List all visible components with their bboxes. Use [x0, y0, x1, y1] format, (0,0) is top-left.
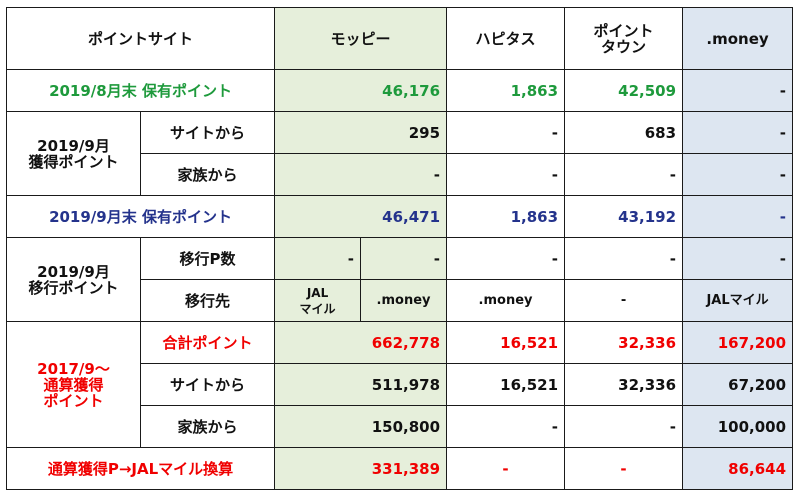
total-site-pointtown: 32,336 — [564, 363, 684, 406]
sep-held-label: 2019/9月末 保有ポイント — [5, 195, 276, 238]
row-jal-conversion: 通算獲得P→JALマイル換算 331,389 - - 86,644 — [5, 447, 794, 490]
sep-earned-site-money: - — [682, 111, 794, 154]
row-total-site: サイトから 511,978 16,521 32,336 67,200 — [7, 363, 794, 406]
total-group-line1: 2017/9～ — [37, 359, 110, 378]
transfer-count-label: 移行P数 — [139, 237, 276, 280]
transfer-dest-moppy-a-line2: マイル — [299, 301, 336, 316]
sep-held-moppy: 46,471 — [274, 195, 448, 238]
sep-earned-family-pointtown: - — [564, 153, 684, 196]
transfer-count-pointtown: - — [564, 237, 684, 280]
row-sep-holdings: 2019/9月末 保有ポイント 46,471 1,863 43,192 - — [5, 195, 794, 238]
total-site-money: 67,200 — [682, 363, 794, 406]
total-site-moppy: 511,978 — [274, 363, 448, 406]
transfer-dest-moppy-a-line1: JAL — [306, 285, 329, 300]
sep-earned-family-hapitas: - — [446, 153, 566, 196]
header-pointtown-line1: ポイント — [593, 21, 654, 40]
jal-moppy: 331,389 — [274, 447, 448, 490]
total-group: 2017/9～ 通算獲得 ポイント — [6, 321, 141, 448]
aug-label: 2019/8月末 保有ポイント — [5, 69, 276, 112]
transfer-count-moppy-b: - — [360, 237, 448, 280]
total-sum-hapitas: 16,521 — [446, 321, 566, 364]
total-sum-moppy: 662,778 — [274, 321, 448, 364]
sep-earned-group-line2: 獲得ポイント — [28, 152, 119, 171]
aug-hapitas: 1,863 — [446, 69, 566, 112]
row-total-sum: 2017/9～ 通算獲得 ポイント 合計ポイント 662,778 16,521 … — [6, 321, 794, 448]
sep-earned-site-moppy: 295 — [274, 111, 448, 154]
jal-hapitas: - — [446, 447, 566, 490]
sep-earned-group: 2019/9月 獲得ポイント — [6, 111, 141, 196]
total-family-money: 100,000 — [682, 405, 794, 448]
transfer-dest-pointtown: - — [564, 279, 684, 322]
sep-held-pointtown: 43,192 — [564, 195, 684, 238]
sep-earned-site-pointtown: 683 — [564, 111, 684, 154]
transfer-count-hapitas: - — [446, 237, 566, 280]
total-family-hapitas: - — [446, 405, 566, 448]
header-hapitas: ハピタス — [446, 7, 566, 70]
transfer-dest-moppy-b: .money — [360, 279, 448, 322]
header-pointtown-line2: タウン — [601, 37, 647, 56]
sep-earned-site-label: サイトから — [139, 111, 276, 154]
total-site-label: サイトから — [139, 363, 276, 406]
aug-pointtown: 42,509 — [564, 69, 684, 112]
row-sep-earned-site: 2019/9月 獲得ポイント サイトから 295 - 683 - — [6, 111, 794, 196]
sep-earned-family-money: - — [682, 153, 794, 196]
jal-label: 通算獲得P→JALマイル換算 — [5, 447, 276, 490]
row-aug-holdings: 2019/8月末 保有ポイント 46,176 1,863 42,509 - — [5, 69, 794, 112]
header-row: ポイントサイト モッピー ハピタス ポイント タウン .money — [5, 7, 794, 70]
total-family-moppy: 150,800 — [274, 405, 448, 448]
sep-earned-group-line1: 2019/9月 — [37, 136, 110, 155]
row-transfer-count: 2019/9月 移行ポイント 移行P数 - - - - - — [6, 237, 794, 322]
header-site: ポイントサイト — [5, 7, 276, 70]
row-total-family: 家族から 150,800 - - 100,000 — [7, 405, 794, 448]
total-family-label: 家族から — [139, 405, 276, 448]
sep-held-money: - — [682, 195, 794, 238]
total-group-line3: ポイント — [43, 391, 104, 410]
total-group-line2: 通算獲得 — [43, 375, 104, 394]
header-money: .money — [682, 7, 794, 70]
transfer-dest-hapitas: .money — [446, 279, 566, 322]
transfer-group-line1: 2019/9月 — [37, 262, 110, 281]
transfer-count-moppy-a: - — [274, 237, 362, 280]
transfer-group-line2: 移行ポイント — [28, 278, 119, 297]
transfer-dest-label: 移行先 — [139, 279, 276, 322]
sep-held-hapitas: 1,863 — [446, 195, 566, 238]
transfer-count-money: - — [682, 237, 794, 280]
aug-money: - — [682, 69, 794, 112]
sep-earned-site-hapitas: - — [446, 111, 566, 154]
total-sum-pointtown: 32,336 — [564, 321, 684, 364]
transfer-dest-money: JALマイル — [682, 279, 794, 322]
header-pointtown: ポイント タウン — [564, 7, 684, 70]
sep-earned-family-label: 家族から — [139, 153, 276, 196]
points-table: ポイントサイト モッピー ハピタス ポイント タウン .money 2019/8… — [5, 7, 794, 490]
header-moppy: モッピー — [274, 7, 448, 70]
row-sep-earned-family: 家族から - - - - — [7, 153, 794, 196]
points-table-container: ポイントサイト モッピー ハピタス ポイント タウン .money 2019/8… — [5, 7, 798, 492]
jal-money: 86,644 — [682, 447, 794, 490]
total-sum-label: 合計ポイント — [139, 321, 276, 364]
total-site-hapitas: 16,521 — [446, 363, 566, 406]
row-transfer-dest: 移行先 JAL マイル .money .money - JALマイル — [7, 279, 794, 322]
sep-earned-family-moppy: - — [274, 153, 448, 196]
aug-moppy: 46,176 — [274, 69, 448, 112]
total-family-pointtown: - — [564, 405, 684, 448]
jal-pointtown: - — [564, 447, 684, 490]
transfer-dest-moppy-a: JAL マイル — [274, 279, 362, 322]
transfer-group: 2019/9月 移行ポイント — [6, 237, 141, 322]
total-sum-money: 167,200 — [682, 321, 794, 364]
